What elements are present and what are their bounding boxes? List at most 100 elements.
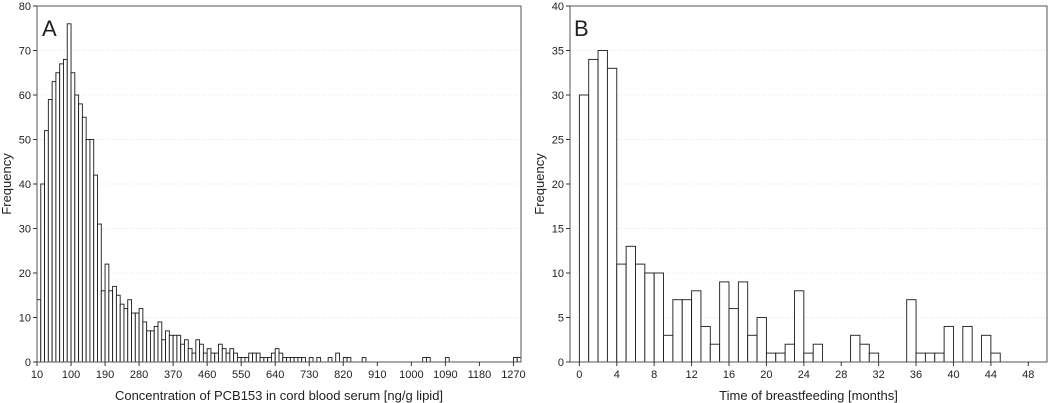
y-tick-label: 70 [19, 46, 31, 58]
x-tick-label: 32 [873, 369, 885, 381]
histogram-bar [138, 308, 144, 363]
y-tick-label: 15 [552, 224, 564, 236]
histogram-bar [218, 343, 223, 363]
histogram-bar [803, 352, 814, 363]
y-tick-label: 20 [552, 179, 564, 191]
histogram-bar [691, 290, 702, 363]
histogram-bar [327, 357, 333, 363]
histogram-bar [210, 352, 216, 363]
histogram-bar [184, 339, 189, 363]
x-tick-label: 820 [334, 369, 352, 381]
y-tick-label: 60 [19, 90, 31, 102]
histogram-bar [924, 352, 936, 363]
histogram-bar [252, 352, 257, 363]
histogram-bar [134, 312, 140, 363]
histogram-bar [812, 343, 823, 363]
histogram-bar [737, 281, 749, 363]
histogram-bar [70, 72, 76, 363]
x-tick-label: 28 [835, 369, 847, 381]
histogram-bar [108, 290, 114, 363]
histogram-bar [63, 58, 68, 363]
histogram-bar [206, 348, 212, 363]
histogram-bar [66, 23, 72, 363]
histogram-bar [728, 308, 739, 363]
histogram-bar [267, 357, 272, 363]
histogram-bar [153, 325, 159, 363]
histogram-bar [962, 325, 973, 363]
histogram-bar [248, 352, 253, 363]
histogram-bar [225, 352, 231, 363]
histogram-bar [142, 321, 148, 363]
histogram-bar [93, 174, 98, 363]
histogram-bar [943, 325, 954, 363]
x-tick-label: 1090 [433, 369, 457, 381]
y-tick-label: 30 [19, 224, 31, 236]
histogram-bar [180, 343, 185, 363]
histogram-bar [850, 334, 861, 363]
histogram-bar [335, 352, 340, 363]
y-axis-label: Frequency [532, 153, 547, 215]
histogram-bar [191, 352, 197, 363]
histogram-bar [202, 352, 208, 363]
histogram-bar [263, 357, 269, 363]
histogram-bar [672, 299, 683, 363]
x-tick-label: 16 [723, 369, 735, 381]
histogram-bar [112, 285, 117, 363]
x-tick-label: 4 [614, 369, 620, 381]
x-tick-label: 1270 [501, 369, 525, 381]
histogram-bar [426, 357, 431, 363]
histogram-bar [51, 81, 57, 363]
histogram-bar [149, 330, 155, 363]
histogram-bar [316, 357, 322, 363]
histogram-bar [635, 263, 646, 363]
histogram-bar [859, 343, 870, 363]
x-tick-label: 100 [62, 369, 80, 381]
x-tick-label: 1000 [399, 369, 423, 381]
histogram-bar [663, 334, 674, 363]
x-tick-label: 910 [368, 369, 386, 381]
histogram-bar [131, 312, 136, 363]
x-tick-label: 460 [198, 369, 216, 381]
histogram-bar [868, 352, 880, 363]
histogram-bar [119, 303, 125, 363]
x-axis-label: Time of breastfeeding [months] [719, 388, 898, 403]
histogram-bar [161, 339, 167, 363]
histogram-bar [794, 290, 805, 363]
x-tick-label: 550 [232, 369, 250, 381]
y-tick-label: 10 [552, 268, 564, 280]
histogram-bar [578, 94, 590, 363]
histogram-bar [214, 352, 219, 363]
histogram-bar [308, 357, 314, 363]
histogram-bar [104, 263, 110, 363]
x-tick-label: 10 [31, 369, 43, 381]
y-tick-label: 50 [19, 135, 31, 147]
x-tick-label: 370 [164, 369, 182, 381]
histogram-bar [289, 357, 295, 363]
histogram-bar [934, 352, 945, 363]
histogram-bar [342, 357, 348, 363]
x-tick-label: 0 [576, 369, 582, 381]
histogram-bar [756, 317, 767, 363]
histogram-bar [278, 352, 284, 363]
histogram-bar [240, 357, 246, 363]
panel-letter: A [42, 16, 57, 41]
histogram-bar [259, 357, 265, 363]
histogram-bar [301, 357, 306, 363]
histogram-bar [625, 245, 636, 363]
histogram-bar [270, 352, 276, 363]
histogram-bar [123, 308, 129, 363]
histogram-bar [100, 290, 106, 363]
y-tick-label: 5 [558, 313, 564, 325]
histogram-bar [765, 352, 777, 363]
y-tick-label: 35 [552, 46, 564, 58]
x-tick-label: 12 [685, 369, 697, 381]
histogram-bar [606, 67, 618, 363]
histogram-bar [516, 357, 522, 363]
histogram-bar [990, 352, 1001, 363]
histogram-bar [274, 348, 280, 363]
histogram-bar [146, 330, 151, 363]
histogram-bar [221, 348, 227, 363]
histogram-bar [906, 299, 917, 363]
y-tick-label: 40 [19, 179, 31, 191]
